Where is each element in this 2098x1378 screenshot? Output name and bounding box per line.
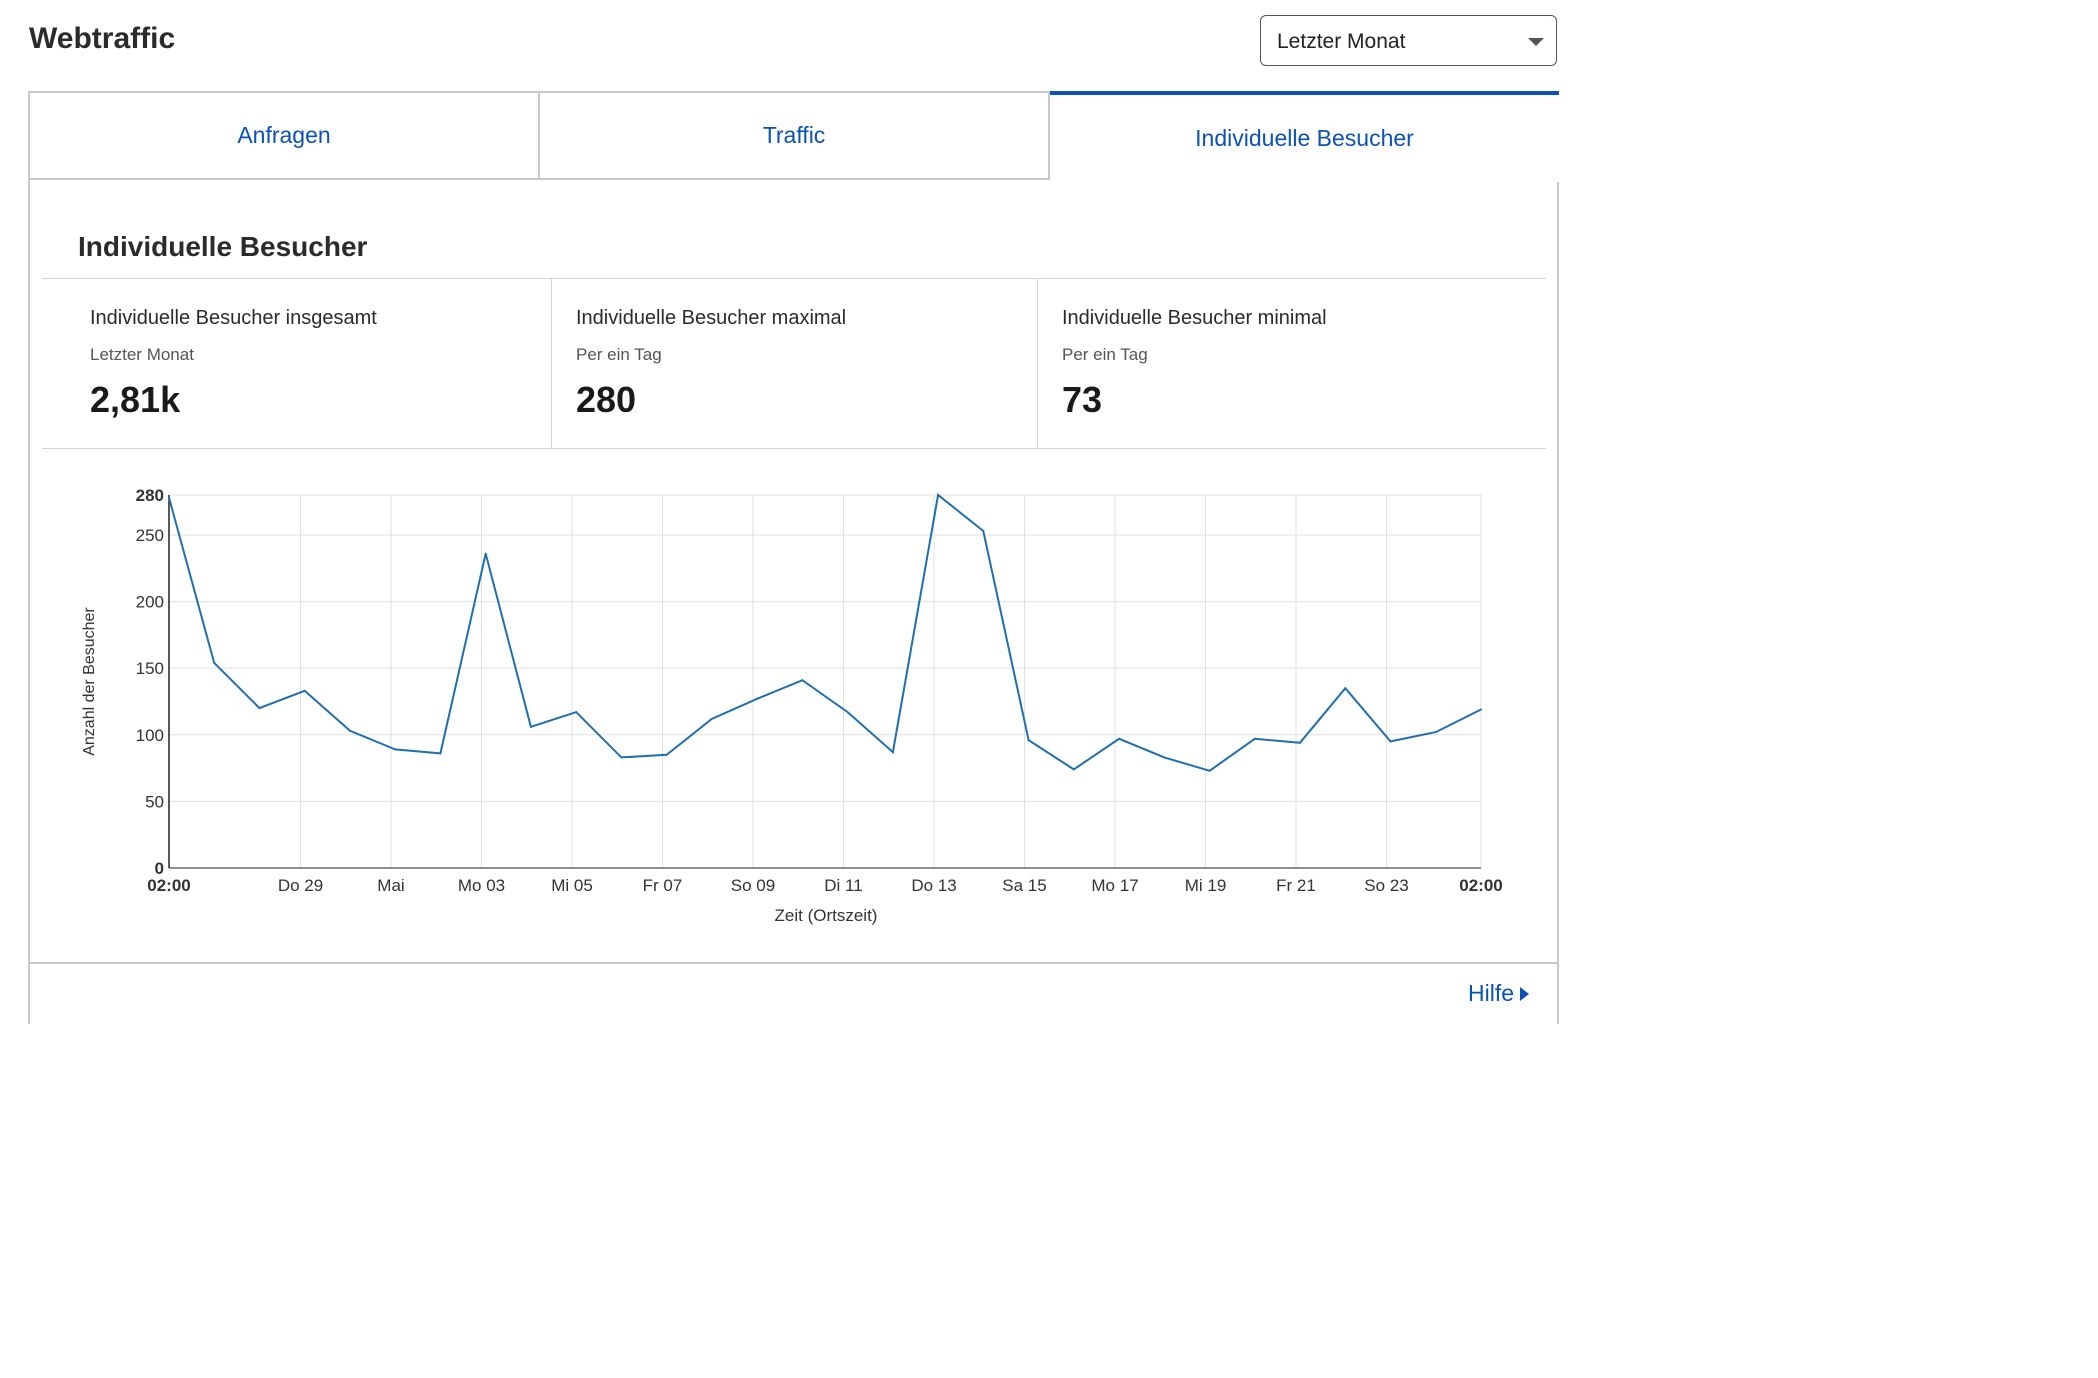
data-point	[394, 748, 397, 751]
data-point	[1480, 708, 1482, 711]
data-point	[846, 711, 849, 714]
data-point	[1163, 756, 1166, 759]
y-tick-label: 50	[145, 792, 164, 811]
data-point	[1253, 737, 1256, 740]
data-point	[529, 725, 532, 728]
series-line	[168, 493, 1482, 772]
divider	[42, 448, 1546, 449]
tab-individuelle-besucher[interactable]: Individuelle Besucher	[1050, 91, 1559, 182]
x-tick-label: Mai	[377, 876, 404, 895]
y-tick-label: 200	[136, 593, 164, 612]
caret-right-icon	[1520, 986, 1529, 1001]
page-title: Webtraffic	[29, 22, 176, 55]
data-point	[891, 751, 894, 754]
data-point	[484, 552, 487, 555]
x-tick-label: So 09	[731, 876, 775, 895]
data-point	[982, 530, 985, 532]
data-point	[575, 711, 578, 714]
visitors-line-chart: 0 50 100 150 200 250 280 02:00 Do 29 Mai Mo 03 Mi 0…	[81, 486, 1503, 925]
data-point	[1027, 739, 1030, 742]
divider	[42, 278, 1546, 279]
tab-traffic[interactable]: Traffic	[540, 93, 1050, 180]
data-point	[1434, 731, 1437, 734]
stat-value: 2,81k	[90, 379, 181, 420]
x-tick-label: Mo 03	[458, 876, 505, 895]
y-axis-title: Anzahl der Besucher	[81, 607, 98, 756]
stat-label: Individuelle Besucher insgesamt	[90, 307, 377, 329]
x-tick-label: Fr 21	[1276, 876, 1316, 895]
stat-sublabel: Per ein Tag	[1062, 345, 1148, 364]
x-tick-label: Do 29	[278, 876, 323, 895]
data-point	[1344, 687, 1347, 690]
stat-label: Individuelle Besucher maximal	[576, 307, 847, 329]
stat-label: Individuelle Besucher minimal	[1062, 307, 1327, 329]
x-tick-label: Mo 17	[1091, 876, 1138, 895]
data-point	[710, 717, 713, 720]
x-tick-label: 02:00	[1459, 876, 1502, 895]
data-point	[1208, 769, 1211, 772]
y-tick-label: 250	[136, 526, 164, 545]
data-point	[258, 707, 261, 710]
stat-value: 280	[576, 379, 637, 420]
x-tick-label: So 23	[1364, 876, 1408, 895]
x-tick-label: 02:00	[147, 876, 190, 895]
data-point	[937, 494, 940, 496]
data-point	[439, 752, 442, 755]
data-point	[1299, 741, 1301, 744]
divider	[551, 279, 552, 448]
y-tick-label: 150	[136, 659, 164, 678]
data-point	[1389, 740, 1392, 743]
x-tick-label: Mi 19	[1185, 876, 1227, 895]
stat-sublabel: Per ein Tag	[576, 345, 662, 364]
section-title: Individuelle Besucher	[78, 231, 368, 262]
x-axis-title: Zeit (Ortszeit)	[775, 906, 878, 925]
x-tick-label: Sa 15	[1002, 876, 1046, 895]
tab-anfragen[interactable]: Anfragen	[30, 93, 540, 180]
time-range-select[interactable]: Letzter Monat	[1260, 15, 1557, 66]
help-label: Hilfe	[1467, 980, 1514, 1006]
data-point	[801, 679, 804, 682]
stat-sublabel: Letzter Monat	[90, 345, 194, 364]
data-point	[1118, 737, 1121, 740]
y-tick-label: 280	[136, 486, 164, 505]
footer-divider	[30, 962, 1559, 964]
chevron-down-icon	[1528, 38, 1544, 46]
stat-value: 73	[1062, 379, 1103, 420]
x-tick-label: Mi 05	[551, 876, 593, 895]
data-point	[303, 689, 306, 692]
y-tick-label: 0	[155, 859, 164, 878]
data-point	[756, 697, 759, 700]
data-point	[349, 729, 351, 732]
data-point	[213, 661, 216, 664]
time-range-value: Letzter Monat	[1277, 30, 1406, 53]
y-tick-label: 100	[136, 726, 164, 745]
data-point	[168, 496, 170, 499]
webtraffic-panel: Anfragen Traffic Individuelle Besucher I…	[28, 91, 1559, 1024]
data-point	[1072, 768, 1075, 771]
data-point	[665, 753, 668, 756]
x-tick-label: Fr 07	[643, 876, 683, 895]
x-tick-label: Di 11	[824, 876, 862, 895]
help-link[interactable]: Hilfe	[1468, 980, 1529, 1007]
divider	[1037, 279, 1038, 448]
data-point	[620, 756, 623, 759]
x-tick-label: Do 13	[911, 876, 956, 895]
